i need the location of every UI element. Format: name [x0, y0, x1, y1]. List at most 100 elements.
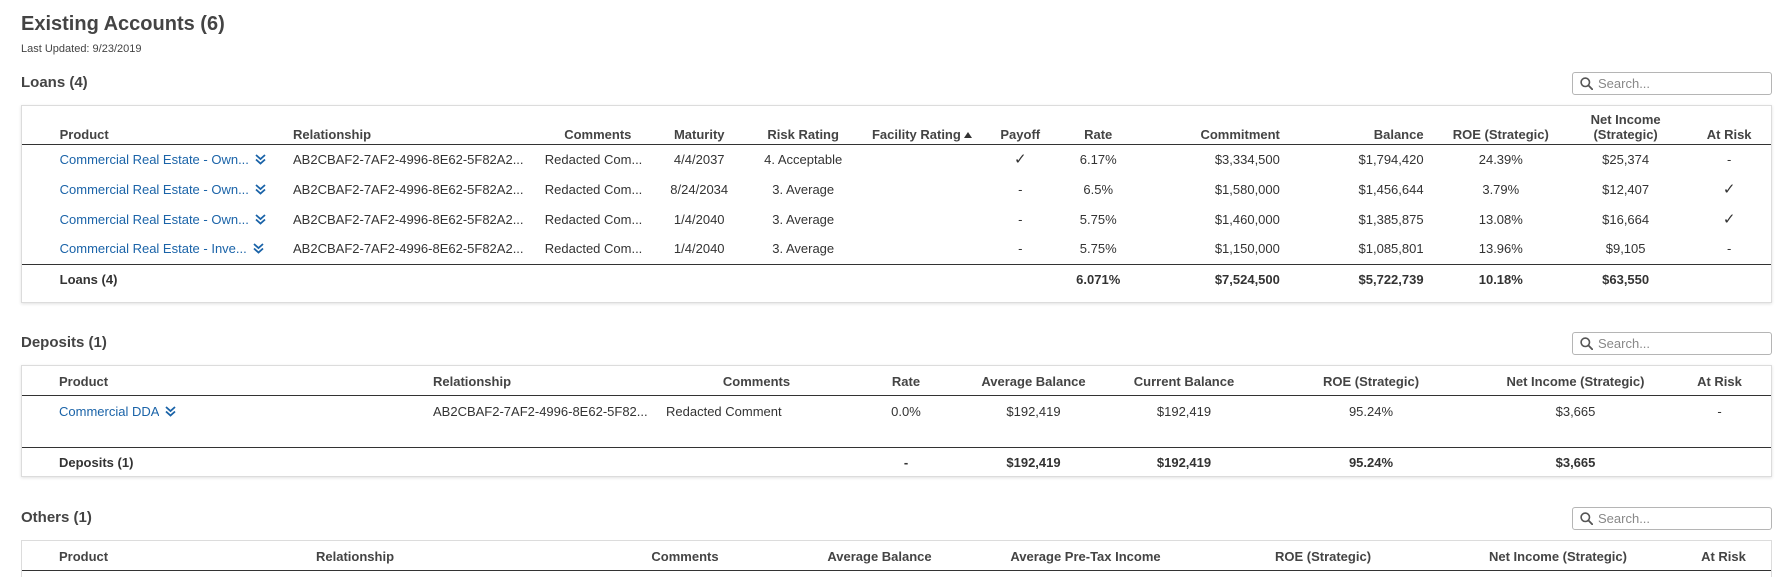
others-table-panel: Product Relationship Comments Average Ba…: [21, 540, 1772, 577]
comments-cell: Redacted Comment: [666, 403, 782, 419]
double-chevron-down-icon[interactable]: [253, 243, 264, 254]
risk-rating-cell: 3. Average: [772, 241, 835, 257]
col-header-relationship[interactable]: Relationship: [433, 373, 512, 389]
col-header-product[interactable]: Product: [59, 373, 109, 389]
balance-cell: $1,085,801: [1358, 241, 1424, 257]
col-header-net-income[interactable]: Net Income (Strategic): [1506, 373, 1645, 389]
facility-rating-cell: [863, 234, 981, 264]
col-header-product[interactable]: Product: [59, 548, 109, 564]
col-header-roe[interactable]: ROE (Strategic): [1322, 373, 1420, 389]
rate-cell: 6.17%: [1079, 151, 1117, 167]
col-header-comments[interactable]: Comments: [651, 548, 719, 564]
col-header-rate[interactable]: Rate: [891, 373, 921, 389]
others-search-input[interactable]: [1598, 511, 1758, 526]
col-header-commitment[interactable]: Commitment: [1200, 126, 1280, 142]
col-header-payoff[interactable]: Payoff: [1000, 126, 1041, 142]
commitment-cell: $1,580,000: [1214, 181, 1280, 197]
relationship-cell: AB2CBAF2-7AF2-4996-8E62-5F82A2...: [293, 241, 524, 257]
col-header-net-income[interactable]: Net Income (Strategic): [1564, 106, 1687, 144]
deposits-search-box[interactable]: [1572, 332, 1772, 355]
relationship-cell: AB2CBAF2-7AF2-4996-8E62-5F82...: [433, 403, 648, 419]
comments-cell: Redacted Com...: [544, 211, 643, 227]
col-header-comments[interactable]: Comments: [564, 126, 632, 142]
at-risk-cell: ✓: [1722, 181, 1736, 198]
deposits-total-rate: -: [903, 454, 909, 470]
sort-ascending-icon[interactable]: [963, 132, 972, 139]
col-header-maturity[interactable]: Maturity: [673, 126, 725, 142]
col-header-at-risk[interactable]: At Risk: [1706, 126, 1752, 142]
loans-section-title: Loans (4): [21, 74, 88, 91]
average-balance-cell: $192,419: [1006, 403, 1061, 419]
deposits-table: Product Relationship Comments Rate Avera…: [22, 366, 1771, 477]
col-header-roe[interactable]: ROE (Strategic): [1452, 126, 1549, 142]
table-row[interactable]: Commercial Real Estate - Own... AB2CBAF2…: [22, 174, 1771, 204]
roe-cell: 95.24%: [1348, 403, 1394, 419]
product-link[interactable]: Commercial Real Estate - Own...: [59, 151, 249, 167]
col-header-facility-rating[interactable]: Facility Rating: [863, 106, 981, 144]
col-header-roe[interactable]: ROE (Strategic): [1274, 548, 1372, 564]
balance-cell: $1,794,420: [1358, 151, 1424, 167]
col-header-risk-rating[interactable]: Risk Rating: [767, 126, 839, 142]
col-header-average-pretax-income[interactable]: Average Pre-Tax Income: [1010, 548, 1161, 564]
deposits-total-row: Deposits (1) - $192,419 $192,419 95.24% …: [22, 447, 1771, 477]
commitment-cell: $1,460,000: [1214, 211, 1280, 227]
col-header-current-balance[interactable]: Current Balance: [1133, 373, 1235, 389]
col-header-net-income[interactable]: Net Income (Strategic): [1489, 548, 1627, 564]
col-header-at-risk[interactable]: At Risk: [1697, 373, 1742, 389]
col-header-comments[interactable]: Comments: [722, 373, 791, 389]
commitment-cell: $3,334,500: [1214, 151, 1280, 167]
loans-total-net-income: $63,550: [1602, 271, 1650, 287]
product-link[interactable]: Commercial Real Estate - Own...: [59, 211, 249, 227]
deposits-total-roe: 95.24%: [1348, 454, 1394, 470]
table-row[interactable]: Commercial DDA AB2CBAF2-7AF2-4996-8E62-5…: [22, 395, 1771, 447]
product-link[interactable]: Commercial Real Estate - Own...: [59, 181, 249, 197]
risk-rating-cell: 3. Average: [772, 181, 835, 197]
comments-cell: Redacted Com...: [544, 241, 643, 257]
table-row[interactable]: Commercial Real Estate - Own... AB2CBAF2…: [22, 144, 1771, 174]
loans-search-box[interactable]: [1572, 72, 1772, 95]
others-header-row: Product Relationship Comments Average Ba…: [22, 541, 1771, 570]
page-title: Existing Accounts (6): [21, 13, 225, 35]
facility-rating-cell: [863, 174, 981, 204]
deposits-total-net-income: $3,665: [1555, 454, 1596, 470]
col-header-at-risk[interactable]: At Risk: [1701, 548, 1746, 564]
loans-table: Product Relationship Comments Maturity R…: [22, 106, 1771, 294]
loans-total-commitment: $7,524,500: [1214, 271, 1280, 287]
product-link[interactable]: Commercial DDA: [59, 403, 160, 419]
net-income-header-line2: (Strategic): [1593, 126, 1658, 142]
col-header-average-balance[interactable]: Average Balance: [827, 548, 932, 564]
net-income-cell: $25,374: [1602, 151, 1650, 167]
maturity-cell: 8/24/2034: [670, 181, 729, 197]
double-chevron-down-icon[interactable]: [255, 213, 266, 225]
product-link[interactable]: Commercial Real Estate - Inve...: [59, 241, 247, 257]
others-search-box[interactable]: [1572, 507, 1772, 530]
double-chevron-down-icon[interactable]: [255, 183, 266, 195]
col-header-average-balance[interactable]: Average Balance: [981, 373, 1086, 389]
col-header-relationship[interactable]: Relationship: [316, 548, 395, 564]
rate-cell: 5.75%: [1079, 211, 1117, 227]
deposits-search-input[interactable]: [1598, 336, 1758, 351]
loans-total-balance: $5,722,739: [1358, 271, 1424, 287]
col-header-relationship[interactable]: Relationship: [293, 126, 372, 142]
col-header-rate[interactable]: Rate: [1084, 126, 1113, 142]
double-chevron-down-icon[interactable]: [255, 154, 266, 165]
roe-cell: 3.79%: [1482, 181, 1520, 197]
double-chevron-down-icon[interactable]: [165, 405, 177, 417]
last-updated: Last Updated: 9/23/2019: [21, 43, 142, 55]
col-header-product[interactable]: Product: [59, 126, 109, 142]
comments-cell: Redacted Com...: [544, 181, 643, 197]
net-income-header-line1: Net Income: [1590, 111, 1661, 127]
payoff-cell: ✓: [1013, 151, 1027, 169]
deposits-total-average-balance: $192,419: [1006, 454, 1061, 470]
maturity-cell: 4/4/2037: [673, 151, 725, 167]
table-row[interactable]: Commercial Real Estate - Inve... AB2CBAF…: [22, 234, 1771, 264]
loans-table-panel: Product Relationship Comments Maturity R…: [21, 105, 1772, 303]
risk-rating-cell: 3. Average: [772, 211, 835, 227]
search-icon: [1580, 337, 1593, 350]
table-row[interactable]: Commercial Real Estate - Own... AB2CBAF2…: [22, 204, 1771, 234]
loans-header-row: Product Relationship Comments Maturity R…: [22, 106, 1771, 144]
balance-cell: $1,385,875: [1358, 211, 1424, 227]
loans-search-input[interactable]: [1598, 76, 1758, 91]
col-header-balance[interactable]: Balance: [1373, 126, 1424, 142]
rate-cell: 5.75%: [1079, 241, 1117, 257]
